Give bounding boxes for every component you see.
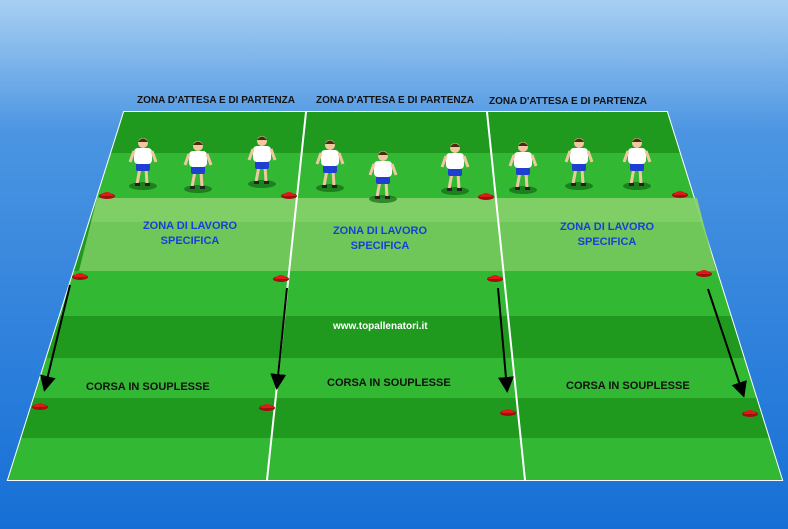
cone-icon xyxy=(259,404,275,411)
player-shadow xyxy=(369,195,397,203)
divider-line xyxy=(486,111,526,481)
cone-icon xyxy=(487,275,503,282)
watermark-text: www.topallenatori.it xyxy=(333,321,428,332)
waiting-zone-label-3: ZONA D'ATTESA E DI PARTENZA xyxy=(489,96,647,107)
cone-icon xyxy=(696,270,712,277)
player-icon xyxy=(368,151,398,199)
cone-icon xyxy=(281,192,297,199)
cone-icon xyxy=(478,193,494,200)
arrow-icon xyxy=(270,287,288,390)
waiting-zone-label-1: ZONA D'ATTESA E DI PARTENZA xyxy=(137,95,295,106)
player-shadow xyxy=(129,182,157,190)
player-shadow xyxy=(316,184,344,192)
player-icon xyxy=(440,143,470,191)
work-zone-label-line1: ZONA DI LAVORO xyxy=(332,225,428,237)
work-zone-label-2: ZONA DI LAVORO SPECIFICA xyxy=(325,224,435,254)
arrow-icon xyxy=(707,288,747,398)
player-icon xyxy=(128,138,158,186)
waiting-zone-label-2: ZONA D'ATTESA E DI PARTENZA xyxy=(316,95,474,106)
work-zone-label-line2: SPECIFICA xyxy=(577,236,637,248)
arrow-icon xyxy=(497,287,514,393)
work-zone-label-line1: ZONA DI LAVORO xyxy=(559,221,655,233)
player-shadow xyxy=(623,182,651,190)
work-zone-label-3: ZONA DI LAVORO SPECIFICA xyxy=(552,220,662,250)
work-zone-label-1: ZONA DI LAVORO SPECIFICA xyxy=(135,219,245,249)
player-icon xyxy=(564,138,594,186)
player-shadow xyxy=(509,186,537,194)
run-label-3: CORSA IN SOUPLESSE xyxy=(566,380,690,392)
player-shadow xyxy=(184,185,212,193)
cone-icon xyxy=(742,410,758,417)
cone-icon xyxy=(273,275,289,282)
run-label-2: CORSA IN SOUPLESSE xyxy=(327,377,451,389)
cone-icon xyxy=(72,273,88,280)
grass-stripe xyxy=(8,438,782,480)
player-shadow xyxy=(565,182,593,190)
cone-icon xyxy=(32,403,48,410)
player-icon xyxy=(622,138,652,186)
player-icon xyxy=(183,141,213,189)
player-icon xyxy=(315,140,345,188)
grass-stripe xyxy=(33,358,757,398)
player-shadow xyxy=(441,187,469,195)
work-zone-label-line2: SPECIFICA xyxy=(160,235,220,247)
grass-stripe xyxy=(111,112,680,153)
player-icon xyxy=(247,136,277,184)
arrow-icon xyxy=(40,284,71,392)
cone-icon xyxy=(500,409,516,416)
cone-icon xyxy=(99,192,115,199)
player-icon xyxy=(508,142,538,190)
run-label-1: CORSA IN SOUPLESSE xyxy=(86,381,210,393)
grass-stripe xyxy=(96,153,694,198)
work-zone-label-line2: SPECIFICA xyxy=(350,240,410,252)
cone-icon xyxy=(672,191,688,198)
grass-stripe xyxy=(59,271,731,316)
player-shadow xyxy=(248,180,276,188)
grass-stripes xyxy=(8,112,782,480)
work-zone-label-line1: ZONA DI LAVORO xyxy=(142,220,238,232)
grass-stripe xyxy=(46,316,744,358)
grass-stripe xyxy=(21,398,769,438)
